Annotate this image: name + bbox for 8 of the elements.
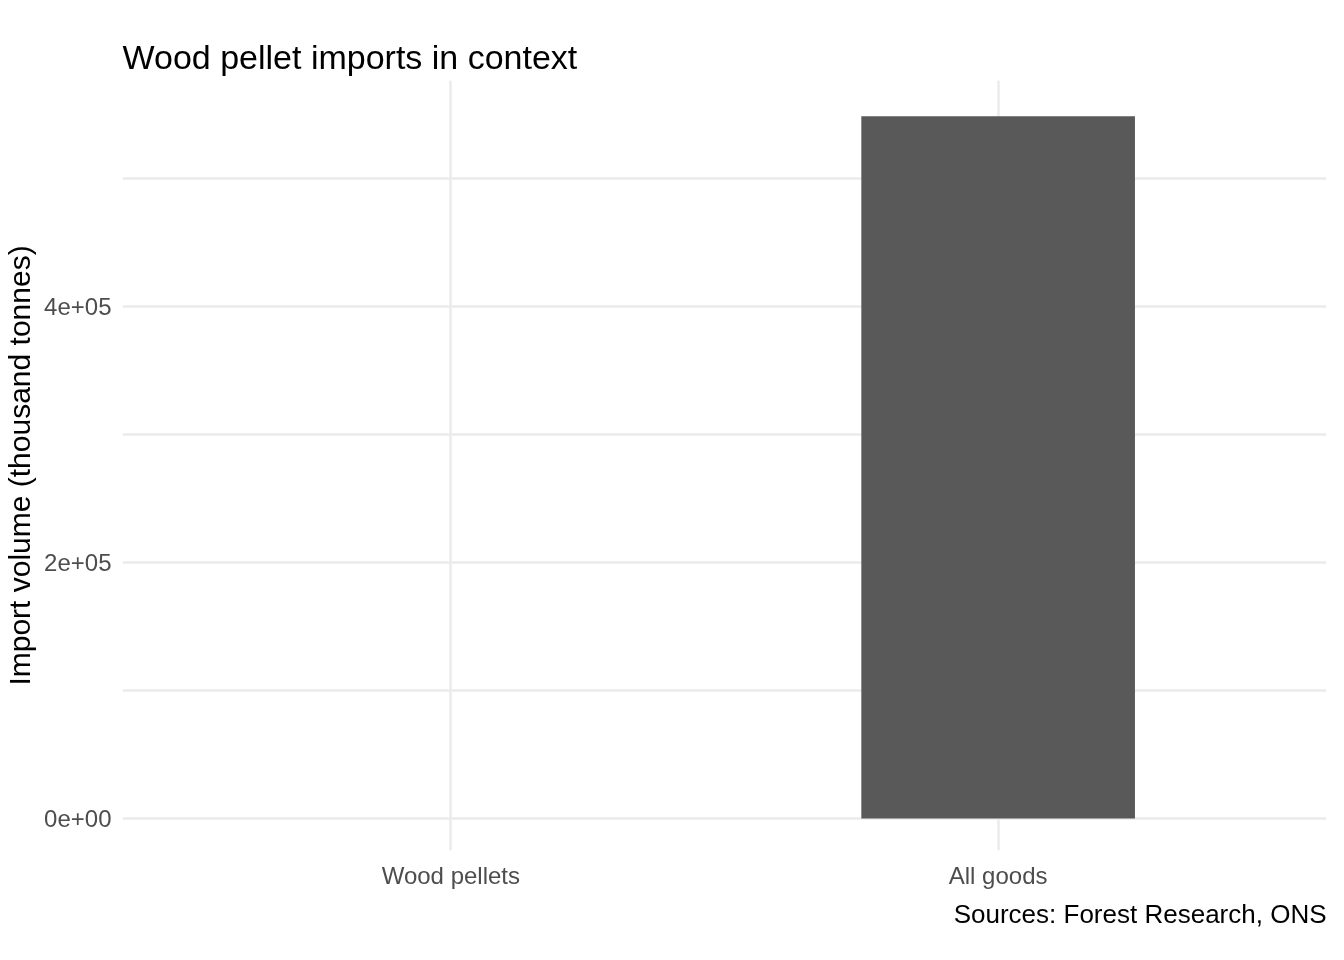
y-tick-label: 2e+05: [44, 549, 112, 577]
x-tick-label: All goods: [948, 861, 1048, 889]
source-note: Sources: Forest Research, ONS: [953, 898, 1327, 929]
y-axis-title: Import volume (thousand tonnes): [3, 245, 37, 686]
chart-title: Wood pellet imports in context: [122, 37, 578, 76]
x-tick-label: Wood pellets: [381, 861, 521, 889]
y-tick-label: 4e+05: [44, 293, 112, 321]
y-tick-label: 0e+00: [44, 805, 112, 833]
